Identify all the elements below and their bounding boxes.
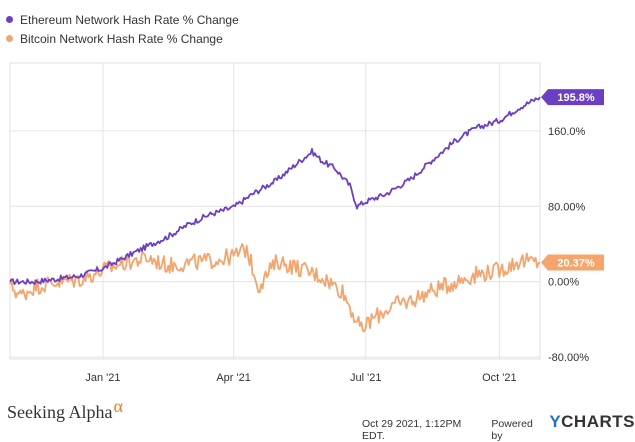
bitcoin-end-badge: 20.37% bbox=[541, 254, 604, 271]
y-tick-label: 80.00% bbox=[548, 201, 586, 213]
end-value-badges: 195.8% 20.37% bbox=[541, 89, 604, 271]
ycharts-y-icon: Y bbox=[549, 412, 562, 431]
powered-by-label: Powered by bbox=[491, 418, 533, 442]
y-axis-ticks: 160.0% 80.00% 0.00% -80.00% bbox=[548, 126, 589, 364]
badge-value: 195.8% bbox=[557, 92, 595, 104]
ycharts-logo[interactable]: YCHARTS bbox=[549, 412, 635, 432]
plot-frame bbox=[9, 62, 541, 360]
ethereum-end-badge: 195.8% bbox=[541, 89, 604, 106]
ethereum-series-line bbox=[9, 96, 541, 285]
y-tick-label: 0.00% bbox=[548, 277, 579, 289]
x-tick-label: Jul '21 bbox=[350, 372, 381, 384]
y-tick-label: 160.0% bbox=[548, 126, 586, 138]
brand-name: Seeking Alpha bbox=[7, 402, 113, 422]
x-tick-label: Jan '21 bbox=[85, 372, 120, 384]
y-tick-label: -80.00% bbox=[548, 352, 589, 364]
seeking-alpha-logo[interactable]: Seeking Alphaα bbox=[7, 396, 123, 423]
timestamp: Oct 29 2021, 1:12PM EDT. bbox=[362, 418, 462, 442]
badge-background bbox=[541, 254, 604, 271]
legend: Ethereum Network Hash Rate % Change Bitc… bbox=[6, 10, 239, 48]
series-lines bbox=[9, 96, 541, 333]
legend-label-bitcoin: Bitcoin Network Hash Rate % Change bbox=[20, 31, 223, 46]
x-tick-label: Oct '21 bbox=[482, 372, 517, 384]
grid bbox=[9, 62, 541, 360]
legend-item-ethereum[interactable]: Ethereum Network Hash Rate % Change bbox=[6, 10, 239, 29]
x-axis-ticks: Jan '21 Apr '21 Jul '21 Oct '21 bbox=[85, 372, 516, 384]
legend-label-ethereum: Ethereum Network Hash Rate % Change bbox=[20, 12, 239, 27]
footer-attribution: Oct 29 2021, 1:12PM EDT. Powered by YCHA… bbox=[362, 412, 635, 442]
legend-marker-bitcoin bbox=[6, 35, 13, 42]
x-tick-label: Apr '21 bbox=[216, 372, 251, 384]
badge-value: 20.37% bbox=[557, 257, 595, 269]
badge-background bbox=[541, 89, 604, 106]
legend-marker-ethereum bbox=[6, 16, 13, 23]
hash-rate-chart: 160.0%80.00%0.00%-80.00% Jan '21 Apr '21 J… bbox=[9, 62, 604, 384]
ycharts-wordmark: CHARTS bbox=[561, 412, 635, 431]
alpha-symbol: α bbox=[113, 396, 123, 416]
legend-item-bitcoin[interactable]: Bitcoin Network Hash Rate % Change bbox=[6, 29, 239, 48]
bitcoin-series-line bbox=[9, 243, 541, 333]
